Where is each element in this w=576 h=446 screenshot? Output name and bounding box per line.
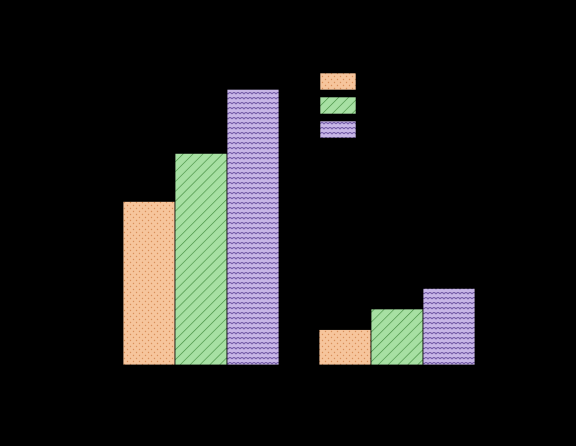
- bar: [226, 88, 280, 366]
- bar: [422, 287, 476, 366]
- bar: [370, 308, 424, 366]
- legend-label: Middle Income: [362, 99, 461, 114]
- bar-value-label: 0.49: [384, 293, 411, 307]
- y-tick-label: 0.0: [77, 358, 96, 372]
- legend-swatch: [319, 72, 357, 91]
- legend-label: High Income: [362, 123, 447, 138]
- y-tick-label: 1.0: [77, 244, 96, 258]
- x-tick-label: Average (Kg/Cap/D): [345, 374, 447, 385]
- y-axis-label: SWGR (kg/person/day): [58, 150, 72, 289]
- bar-value-label: 1.43: [136, 185, 163, 199]
- bar: [122, 201, 176, 366]
- legend-label: Low Income: [362, 75, 443, 90]
- y-tick-label: 0.5: [77, 301, 96, 315]
- bar: [174, 152, 228, 366]
- x-axis-label: Solid Waste Generation Rate: [188, 393, 392, 409]
- bar-value-label: 1.85: [188, 137, 215, 151]
- x-tick-label: Average (Kg/Cap/D): [149, 374, 251, 385]
- bar-value-label: 0.67: [436, 272, 463, 286]
- legend-swatch: [319, 96, 357, 115]
- bar: [318, 329, 372, 366]
- legend-swatch: [319, 120, 357, 139]
- y-tick-label: 1.5: [77, 186, 96, 200]
- y-tick-label: 2.0: [77, 129, 96, 143]
- bar-value-label: 2.41: [240, 73, 267, 87]
- y-tick-label: 2.5: [77, 72, 96, 86]
- bar-value-label: 0.31: [332, 314, 359, 328]
